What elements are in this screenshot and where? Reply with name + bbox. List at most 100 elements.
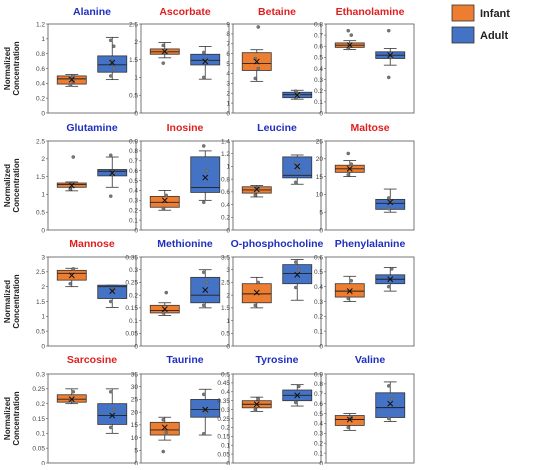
mean-marker (109, 288, 116, 295)
mean-marker (68, 182, 75, 189)
y-tick-label: 2.5 (129, 21, 138, 28)
y-tick-label: 0.3 (36, 371, 45, 378)
y-tick-label: 0.8 (314, 21, 323, 28)
data-point (201, 270, 206, 275)
panel-title: Inosine (167, 122, 204, 134)
y-tick-label: 0.25 (217, 416, 230, 423)
y-tick-label: 0.25 (125, 280, 138, 287)
plot-frame (140, 373, 230, 464)
box-infant (149, 290, 180, 316)
box-adult (375, 381, 406, 422)
y-tick-label: 0.25 (32, 386, 45, 393)
y-tick-label: 1 (226, 318, 230, 325)
box-infant (149, 190, 180, 211)
data-point (386, 416, 391, 421)
y-tick-label: 0.2 (314, 314, 323, 321)
plot-frame (325, 256, 415, 347)
y-tick-label: 0.4 (36, 81, 45, 88)
data-point (164, 430, 169, 435)
y-tick-label: 6 (226, 51, 230, 58)
panel-mannose: Mannose 0 0.5 1 1.5 2 2.5 3 (36, 238, 137, 350)
panel-betaine: Betaine 0 1 2 3 4 5 6 7 8 9 (226, 6, 322, 117)
data-point (161, 449, 166, 454)
y-tick-label: 1.2 (221, 151, 230, 158)
y-axis-label: Normalized (3, 47, 12, 90)
box-infant (56, 155, 87, 192)
data-point (108, 425, 113, 430)
box-adult (97, 36, 128, 81)
y-axis-label: Concentration (12, 274, 21, 328)
panel-valine: Valine 0 0.1 0.2 0.3 0.4 0.5 0.6 0.7 0.8 0.9 (314, 354, 415, 467)
y-tick-label: 0.2 (129, 292, 138, 299)
y-tick-label: 0 (41, 343, 45, 350)
box-adult (375, 28, 406, 80)
y-tick-label: 0.9 (314, 371, 323, 378)
data-point (253, 303, 258, 308)
panel-glutamine: Glutamine 0 0.5 1 1.5 2 2.5 (36, 122, 137, 234)
y-axis-label: Concentration (12, 41, 21, 95)
mean-marker (294, 92, 301, 99)
box-adult (97, 284, 128, 308)
data-point (296, 384, 301, 389)
y-tick-label: 2 (226, 91, 230, 98)
data-point (346, 28, 351, 33)
data-point (108, 194, 113, 198)
y-tick-label: 4 (226, 71, 230, 78)
panel-title: Maltose (350, 122, 389, 134)
mean-marker (387, 52, 394, 59)
data-point (349, 33, 354, 37)
y-tick-label: 0.1 (129, 318, 138, 325)
mean-marker (346, 42, 353, 49)
data-point (256, 280, 261, 285)
box-infant (241, 396, 272, 412)
data-point (161, 311, 166, 315)
data-point (71, 155, 76, 159)
y-tick-label: 0 (319, 460, 323, 465)
legend-label: Adult (480, 30, 508, 42)
data-point (111, 66, 116, 71)
mean-marker (253, 289, 260, 296)
y-tick-label: 1.5 (129, 57, 138, 64)
mean-marker (294, 392, 301, 399)
mean-marker (294, 163, 301, 170)
panel-phenylalanine: Phenylalanine 0 0.1 0.2 0.3 0.4 0.5 0.6 (314, 238, 415, 350)
legend-swatch (451, 4, 475, 22)
data-point (108, 299, 113, 304)
data-point (293, 180, 298, 185)
panel-title: Leucine (257, 122, 297, 134)
mean-marker (387, 199, 394, 206)
panel-tyrosine: Tyrosine00.050.10.150.20.250.30.350.40.4… (217, 354, 322, 467)
legend-label: Infant (480, 8, 510, 20)
y-tick-label: 0.8 (129, 148, 138, 155)
panel-title: Tyrosine (256, 354, 299, 366)
y-axis-label: Normalized (3, 280, 12, 323)
y-tick-label: 0.1 (129, 217, 138, 224)
panel-title: Alanine (73, 6, 111, 18)
box-infant (334, 275, 365, 302)
y-tick-label: 3 (41, 254, 45, 261)
data-point (256, 397, 261, 401)
y-tick-label: 0.2 (314, 88, 323, 95)
box-infant (334, 151, 365, 178)
box-adult (282, 89, 313, 100)
y-tick-label: 2.5 (221, 280, 230, 287)
data-point (256, 66, 261, 71)
data-point (256, 25, 261, 29)
y-tick-label: 2 (41, 284, 45, 291)
y-tick-label: 0.1 (314, 450, 323, 457)
y-tick-label: 0 (41, 110, 45, 117)
y-tick-label: 1 (41, 36, 45, 43)
mean-marker (109, 412, 116, 419)
data-point (68, 83, 73, 87)
box-iqr (282, 156, 313, 179)
data-point (68, 75, 73, 80)
data-point (386, 206, 391, 211)
mean-marker (161, 197, 168, 204)
y-tick-label: 0.1 (314, 99, 323, 106)
y-tick-label: 0.1 (221, 443, 230, 450)
y-tick-label: 20 (131, 409, 139, 416)
panel-ascorbate: Ascorbate 0 0.5 1 1.5 2 2.5 (129, 6, 230, 117)
data-point (346, 151, 351, 156)
y-tick-label: 0 (134, 227, 138, 234)
